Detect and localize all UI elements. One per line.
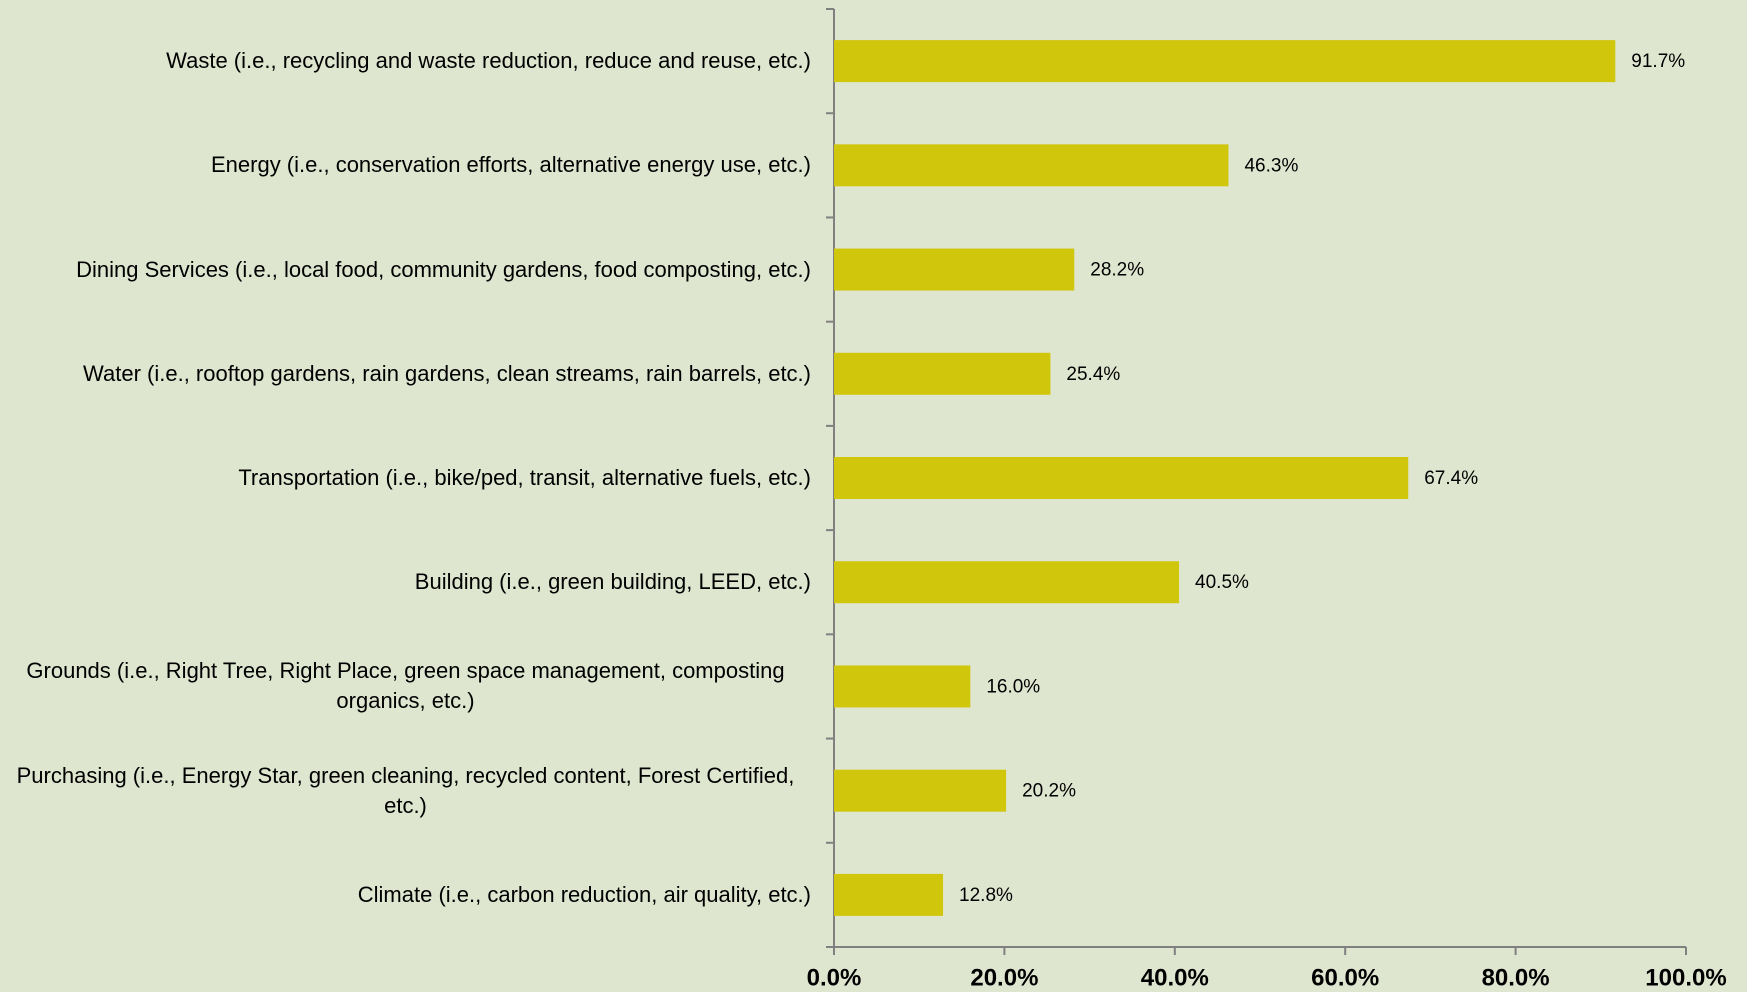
bar	[834, 352, 1051, 395]
data-label: 28.2%	[1090, 260, 1144, 281]
y-tick-label: Transportation (i.e., bike/ped, transit,…	[238, 465, 811, 490]
y-tick-label: Building (i.e., green building, LEED, et…	[414, 569, 811, 595]
x-tick-label: 100.0%	[1645, 964, 1726, 991]
bar	[834, 561, 1180, 604]
y-tick-label: Purchasing (i.e., Energy Star, green cle…	[16, 762, 795, 818]
y-tick-label: Climate (i.e., carbon reduction, air qua…	[357, 881, 811, 907]
data-label: 46.3%	[1244, 155, 1298, 176]
x-tick-label: 0.0%	[807, 964, 862, 991]
data-label: 25.4%	[1066, 364, 1120, 385]
bar	[834, 665, 971, 708]
bar	[834, 457, 1409, 499]
data-label: 12.8%	[959, 885, 1013, 906]
bar	[834, 40, 1616, 83]
y-tick-label: Energy (i.e., conservation efforts, alte…	[210, 152, 811, 178]
data-label: 91.7%	[1631, 51, 1685, 72]
y-tick-label: Grounds (i.e., Right Tree, Right Place, …	[26, 658, 785, 714]
y-tick-label: Water (i.e., rooftop gardens, rain garde…	[83, 360, 811, 386]
data-label: 67.4%	[1424, 468, 1478, 489]
x-tick-label: 80.0%	[1482, 964, 1550, 991]
bar	[834, 248, 1075, 291]
x-tick-label: 40.0%	[1141, 964, 1209, 991]
data-label: 16.0%	[986, 676, 1040, 697]
bar	[834, 769, 1007, 812]
x-tick-label: 20.0%	[970, 964, 1038, 991]
bar	[834, 873, 944, 916]
y-tick-label: Waste (i.e., recycling and waste reducti…	[166, 48, 811, 74]
y-tick-label: Dining Services (i.e., local food, commu…	[76, 256, 811, 282]
data-label: 40.5%	[1195, 572, 1249, 593]
bar	[834, 144, 1229, 187]
x-tick-label: 60.0%	[1311, 964, 1379, 991]
data-label: 20.2%	[1022, 781, 1076, 802]
